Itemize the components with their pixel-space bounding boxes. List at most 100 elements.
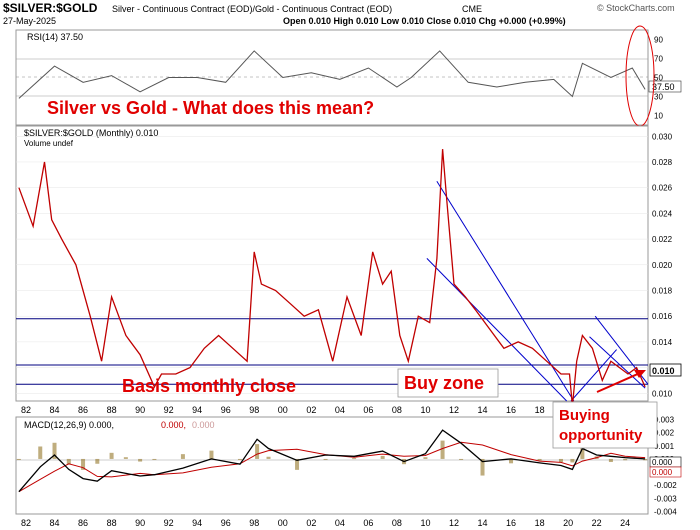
x-axis-label: 00 [278, 518, 288, 528]
x-axis-label: 88 [107, 518, 117, 528]
macd-last-tag-a-text: 0.000 [652, 458, 673, 467]
x-axis-label: 16 [506, 518, 516, 528]
x-axis-label: 90 [135, 518, 145, 528]
date-label: 27-May-2025 [3, 16, 56, 26]
price-last-tag-text: 0.010 [652, 366, 675, 376]
price-label: $SILVER:$GOLD (Monthly) 0.010 [24, 128, 158, 138]
x-axis-label: 04 [335, 405, 345, 415]
x-axis-label: 18 [535, 518, 545, 528]
price-tick-label: 0.020 [652, 261, 673, 270]
macd-histogram-bar [623, 458, 628, 461]
channel-line [426, 258, 568, 402]
macd-histogram-bar [138, 458, 143, 462]
x-axis-label: 02 [306, 518, 316, 528]
volume-label: Volume undef [24, 139, 74, 148]
macd-histogram-bar [237, 458, 242, 460]
price-last-tag [649, 363, 682, 377]
macd-histogram-bar [38, 446, 43, 459]
macd-last-tag-b [649, 466, 682, 478]
x-axis-label: 02 [306, 405, 316, 415]
buying-opportunity-arrow [596, 372, 641, 393]
x-axis-label: 06 [363, 518, 373, 528]
x-axis-label: 84 [50, 518, 60, 528]
macd-histogram-bar [109, 452, 114, 459]
macd-histogram-bar [352, 458, 357, 460]
macd-histogram-bar [152, 458, 157, 460]
buy-zone-box [397, 368, 499, 398]
x-axis-label: 12 [449, 405, 459, 415]
macd-histogram-bar [558, 458, 563, 463]
title-annotation: Silver vs Gold - What does this mean? [47, 98, 374, 118]
macd-histogram-bar [459, 458, 464, 460]
macd-histogram-bar [580, 446, 585, 459]
macd-histogram-bar [209, 450, 214, 459]
x-axis-label: 86 [78, 405, 88, 415]
macd-histogram-bar [16, 458, 21, 460]
rsi-last-tag-text: 37.50 [652, 82, 675, 92]
x-axis-label: 08 [392, 518, 402, 528]
x-axis-label: 82 [21, 518, 31, 528]
macd-line [18, 429, 646, 493]
rsi-tick-label: 90 [654, 36, 663, 45]
symbol-title: $SILVER:$GOLD [3, 1, 98, 15]
macd-histogram-bar [255, 444, 260, 459]
x-axis-label: 96 [221, 405, 231, 415]
rsi-line [18, 50, 646, 99]
price-tick-label: 0.026 [652, 184, 673, 193]
rsi-last-tag [648, 80, 682, 93]
rsi-axis-ticks: 90 70 50 30 10 [654, 36, 663, 121]
macd-histogram-bar [608, 458, 613, 463]
price-tick-label: 0.030 [652, 132, 673, 141]
macd-histogram-bar [480, 458, 485, 476]
macd-label-main: MACD(12,26,9) 0.000, [24, 420, 114, 430]
macd-histogram-bar [440, 440, 445, 459]
macd-histogram-bar [380, 455, 385, 459]
exchange-label: CME [462, 4, 482, 14]
x-axis-label: 10 [420, 405, 430, 415]
x-axis-label: 96 [221, 518, 231, 528]
macd-tick-label: -0.004 [654, 507, 677, 516]
x-axis-label: 20 [563, 518, 573, 528]
price-tick-label: 0.022 [652, 235, 673, 244]
rsi-tick-label: 30 [654, 93, 663, 102]
macd-histogram-bar [423, 457, 428, 459]
price-panel [15, 125, 649, 402]
buying-opportunity-box [552, 401, 658, 449]
price-axis-ticks: 0.030 0.028 0.026 0.024 0.022 0.020 0.018 0.016… [652, 132, 673, 398]
price-line [18, 149, 646, 407]
macd-histogram-bar [180, 454, 185, 459]
symbol-description: Silver - Continuous Contract (EOD)/Gold … [112, 4, 392, 14]
x-axis-label: 08 [392, 405, 402, 415]
x-axis-label: 94 [192, 518, 202, 528]
macd-tick-label: -0.002 [654, 481, 677, 490]
buying-opportunity-line1: Buying [559, 407, 610, 424]
support-resistance-lines [16, 318, 648, 385]
price-grid [16, 136, 648, 394]
price-tick-label: 0.016 [652, 312, 673, 321]
x-axis-label: 86 [78, 518, 88, 528]
macd-panel [15, 416, 649, 515]
macd-histogram-bar [295, 458, 300, 470]
x-axis-label: 12 [449, 518, 459, 528]
x-axis-label: 22 [592, 518, 602, 528]
macd-tick-label: 0.002 [654, 429, 675, 438]
macd-histogram-bar [52, 442, 57, 459]
macd-histogram-bar [95, 458, 100, 464]
macd-tick-label: -0.003 [654, 494, 677, 503]
x-axis-label: 10 [420, 518, 430, 528]
x-axis-label: 06 [363, 405, 373, 415]
price-tick-label: 0.010 [652, 389, 673, 398]
price-tick-label: 0.028 [652, 158, 673, 167]
x-axis-label: 92 [164, 518, 174, 528]
x-axis-label: 84 [50, 405, 60, 415]
macd-histogram-bar [66, 458, 71, 465]
x-axis-labels-bottom: 82 84 86 88 90 92 94 96 98 00 02 04 06 08 10 12 14 16 18 20… [21, 518, 630, 528]
macd-histogram [16, 440, 648, 476]
x-axis-label: 18 [535, 405, 545, 415]
macd-tick-label: 0.003 [654, 416, 675, 425]
x-axis-label: 14 [478, 405, 488, 415]
ohlc-label: Open 0.010 High 0.010 Low 0.010 Close 0.… [283, 16, 566, 26]
price-tick-label: 0.024 [652, 209, 673, 218]
basis-annotation: Basis monthly close [122, 376, 296, 396]
